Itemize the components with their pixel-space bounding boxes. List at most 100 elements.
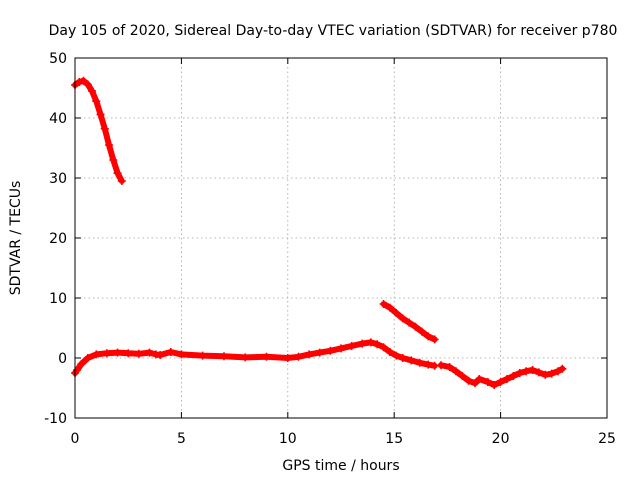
data-point [411,322,420,331]
data-point [92,350,101,359]
data-point [541,370,550,379]
data-point [88,87,97,95]
chart-title: Day 105 of 2020, Sidereal Day-to-day VTE… [49,23,618,39]
series-main-baseline [71,338,439,377]
y-tick-label: -10 [44,411,67,427]
data-point [522,367,531,376]
x-tick-label: 25 [598,431,616,447]
series-line [72,77,125,184]
data-point [73,366,82,374]
x-tick-label: 10 [279,431,297,447]
data-point [100,124,109,133]
axis-ticks [74,57,608,419]
data-point [198,351,207,360]
data-point [385,348,394,356]
data-point [83,354,92,362]
data-point [424,360,433,369]
data-point [509,372,518,380]
data-point [117,177,126,185]
data-point [305,350,314,359]
data-point [471,379,480,388]
data-point [241,353,250,362]
data-point [109,156,118,164]
data-point [398,354,407,362]
y-tick-label: 10 [49,291,67,307]
data-point [77,360,86,368]
data-point [96,110,105,119]
y-tick-label: 30 [49,171,67,187]
data-point [124,349,133,358]
data-point [405,318,414,327]
data-point [398,314,407,323]
data-point [490,381,499,389]
y-axis-tick-labels: -10 0 10 20 30 40 50 [44,51,67,427]
data-point [347,342,356,350]
data-point [502,375,511,383]
data-point [75,78,84,86]
data-point [134,349,143,358]
data-point [326,346,335,355]
data-point [385,303,394,312]
series-mid-decline [379,300,439,344]
data-point [337,344,345,353]
data-point [407,356,416,365]
data-point [392,351,401,360]
series-early-decline [71,76,126,185]
data-point [534,368,543,377]
y-axis-label: SDTVAR / TECUs [8,181,24,296]
data-point [113,348,122,357]
data-point [496,378,505,386]
data-point [294,352,303,361]
data-point [528,366,537,374]
data-point [392,309,401,317]
y-tick-label: 20 [49,231,67,247]
data-point [358,339,367,348]
data-point [373,340,382,349]
data-point [83,80,92,89]
data-point [430,335,439,344]
y-tick-label: 50 [49,51,67,67]
data-point [558,364,567,373]
data-point [105,141,114,149]
data-point [554,367,563,376]
data-point [262,352,271,361]
data-series [71,76,567,389]
data-point [219,352,228,361]
data-point [437,361,446,370]
data-point [451,367,460,376]
data-point [464,376,473,385]
data-point [102,349,111,358]
data-point [145,348,154,357]
x-tick-label: 0 [71,431,80,447]
grid-lines [75,58,607,418]
data-point [166,348,175,356]
data-point [445,363,454,371]
data-point [458,372,467,380]
data-point [475,375,484,383]
data-point [177,350,186,359]
y-tick-label: 40 [49,111,67,127]
data-point [366,338,375,347]
data-point [379,300,388,308]
data-point [547,369,556,378]
x-axis-label: GPS time / hours [282,458,399,474]
data-point [483,378,492,386]
data-point [92,97,101,106]
x-tick-label: 20 [492,431,510,447]
data-point [424,332,433,341]
data-point [113,169,122,178]
x-tick-label: 5 [177,431,186,447]
data-point [379,343,388,352]
data-point [156,351,165,359]
data-point [315,348,324,357]
data-point [283,354,292,362]
y-tick-label: 0 [58,351,67,367]
data-point [415,358,424,367]
data-point [515,369,524,377]
series-late-scatter [437,361,567,389]
data-point [79,76,88,85]
x-tick-label: 15 [385,431,403,447]
x-axis-tick-labels: 0 5 10 15 20 25 [71,431,616,447]
data-point [417,327,426,336]
